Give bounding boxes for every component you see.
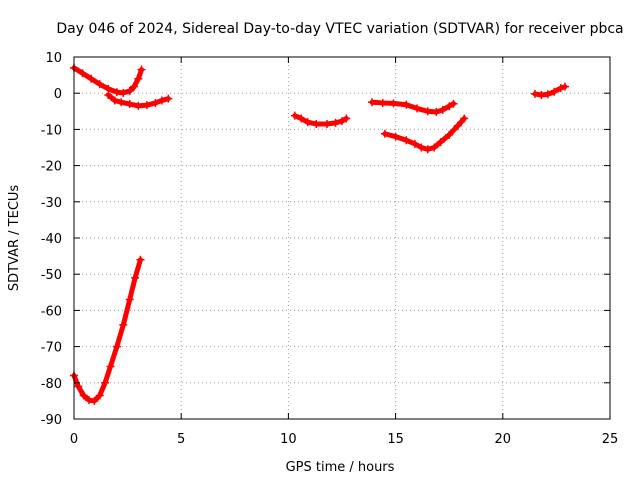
x-tick-label: 0 — [70, 432, 78, 447]
series-trace — [369, 99, 456, 115]
data-point — [543, 90, 552, 99]
data-point — [410, 139, 419, 148]
y-tick-labels: 10 0 -10 -20 -30 -40 -50 -60 -70 -80 -90 — [41, 51, 62, 428]
data-point — [460, 114, 469, 123]
data-point — [297, 114, 306, 123]
data-series-segment — [70, 255, 145, 405]
data-point — [453, 121, 462, 130]
data-point — [445, 130, 454, 139]
x-tick-label: 15 — [387, 432, 404, 447]
data-point — [438, 105, 447, 114]
data-point — [125, 100, 134, 109]
data-point — [142, 101, 151, 110]
data-point — [432, 108, 441, 117]
y-tick-label: -60 — [41, 304, 62, 319]
y-tick-label: 10 — [45, 51, 62, 66]
chart-title: Day 046 of 2024, Sidereal Day-to-day VTE… — [56, 21, 623, 37]
data-series-segment — [70, 63, 146, 97]
data-point — [378, 98, 387, 107]
data-point — [303, 118, 312, 127]
data-series-segment — [380, 114, 469, 154]
y-tick-label: -80 — [41, 377, 62, 392]
data-point — [402, 136, 411, 145]
data-point — [101, 378, 110, 387]
data-point — [137, 65, 146, 74]
data-point — [436, 138, 445, 147]
x-tick-label: 5 — [177, 432, 185, 447]
y-tick-label: -90 — [41, 413, 62, 428]
data-point — [117, 98, 126, 107]
data-point — [445, 102, 454, 111]
data-point — [530, 89, 539, 98]
data-point — [368, 98, 377, 107]
y-tick-label: -70 — [41, 341, 62, 356]
data-point — [391, 132, 400, 141]
data-point — [104, 91, 113, 100]
gridlines — [74, 57, 610, 419]
data-point — [380, 129, 389, 138]
data-point — [164, 94, 173, 103]
y-tick-label: -40 — [41, 232, 62, 247]
data-point — [560, 82, 569, 91]
y-tick-label: -10 — [41, 123, 62, 138]
data-point — [556, 84, 565, 93]
series-trace — [71, 257, 143, 404]
x-axis-label: GPS time / hours — [286, 460, 395, 475]
data-point — [413, 104, 422, 113]
x-tick-labels: 0 5 10 15 20 25 — [70, 432, 618, 447]
data-point — [151, 98, 160, 107]
data-point — [134, 101, 143, 110]
data-point — [312, 119, 321, 128]
y-axis-label: SDTVAR / TECUs — [7, 185, 22, 292]
data-point — [430, 143, 439, 152]
data-point — [130, 82, 139, 91]
x-tick-label: 20 — [495, 432, 512, 447]
data-point — [125, 295, 134, 304]
data-point — [134, 74, 143, 83]
data-point — [157, 96, 166, 105]
y-tick-label: -20 — [41, 160, 62, 175]
data-point — [136, 255, 145, 264]
y-tick-label: -30 — [41, 196, 62, 211]
data-series-segment — [530, 82, 569, 100]
data-point — [78, 69, 87, 78]
data-point — [423, 107, 432, 116]
data-point — [119, 88, 128, 97]
data-point — [338, 117, 346, 126]
y-tick-label: 0 — [54, 87, 62, 102]
data-point — [131, 273, 140, 282]
data-point — [389, 99, 398, 108]
data-point — [290, 111, 299, 120]
data-point — [74, 382, 83, 391]
data-point — [106, 362, 115, 371]
data-series-segment — [290, 111, 351, 128]
data-series-segment — [368, 98, 458, 117]
x-tick-label: 10 — [280, 432, 297, 447]
data-series-segment — [104, 91, 173, 110]
data-point — [119, 320, 128, 329]
data-point — [110, 96, 119, 105]
data-point — [449, 99, 458, 108]
data-point — [342, 114, 351, 123]
data-point — [79, 391, 88, 400]
data-point — [423, 145, 432, 154]
data-point — [95, 391, 104, 400]
data-point — [550, 87, 559, 96]
data-point — [90, 396, 99, 405]
data-point — [125, 87, 134, 96]
data-point — [95, 80, 104, 89]
data-series — [70, 63, 569, 405]
x-tick-label: 25 — [602, 432, 619, 447]
series-trace — [382, 116, 467, 152]
data-point — [112, 342, 121, 351]
data-point — [417, 143, 426, 152]
data-point — [87, 74, 96, 83]
data-point — [331, 118, 340, 127]
y-tick-label: -50 — [41, 268, 62, 283]
data-point — [322, 119, 331, 128]
data-point — [402, 100, 411, 109]
